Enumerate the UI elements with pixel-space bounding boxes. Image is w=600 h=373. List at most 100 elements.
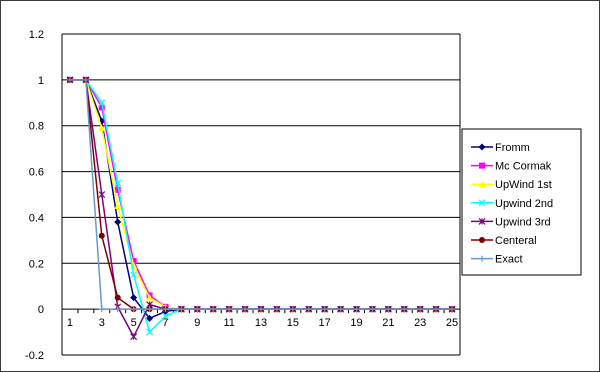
series-marker — [401, 306, 408, 313]
series-mc-cormak — [66, 76, 456, 313]
legend-label: Mc Cormak — [495, 161, 552, 173]
series-marker — [385, 306, 392, 313]
x-tick-label: 11 — [223, 317, 234, 329]
series-marker — [98, 99, 106, 107]
y-tick-label: 0.4 — [29, 212, 44, 224]
series-marker — [369, 306, 376, 313]
series-fromm — [66, 76, 456, 322]
series-marker — [130, 333, 138, 341]
series-marker — [114, 218, 122, 226]
x-tick-label: 3 — [99, 317, 105, 329]
x-tick-label: 13 — [255, 317, 267, 329]
x-tick-label: 17 — [319, 317, 331, 329]
series-marker — [479, 255, 485, 262]
gridlines — [62, 33, 460, 356]
series-marker — [98, 232, 105, 239]
series-marker — [114, 186, 121, 193]
axes: -0.200.20.40.60.811.21 3 5 7 9 11 13 15 17 19 21 23… — [25, 29, 461, 362]
y-tick-label: 1.2 — [29, 29, 44, 41]
series-marker — [210, 306, 217, 313]
y-tick-label: 0.8 — [29, 121, 44, 133]
series-marker — [114, 202, 122, 209]
x-tick-label: 1 — [67, 317, 73, 329]
series-marker — [242, 306, 249, 313]
y-tick-label: 1 — [38, 75, 44, 87]
series-marker — [478, 143, 486, 151]
legend-label: Upwind 2nd — [495, 198, 553, 210]
legend-item: Centeral — [471, 235, 537, 247]
series-marker — [114, 179, 122, 187]
series-marker — [130, 294, 138, 302]
series-marker — [98, 124, 106, 132]
series-marker — [321, 306, 328, 313]
series-marker — [98, 191, 106, 198]
series-lines — [66, 76, 456, 341]
series-marker — [114, 294, 121, 301]
series-centeral — [66, 76, 456, 313]
series-marker — [194, 306, 201, 313]
x-tick-label: 9 — [194, 317, 200, 329]
series-marker — [146, 328, 153, 336]
series-marker — [146, 314, 154, 322]
series-exact — [66, 76, 456, 313]
series-marker — [162, 312, 169, 320]
series-marker — [479, 237, 485, 243]
series-marker — [337, 306, 344, 313]
x-tick-label: 5 — [131, 317, 137, 329]
series-marker — [417, 306, 424, 313]
legend-item: Exact — [471, 254, 523, 266]
series-marker — [353, 306, 360, 313]
series-line — [69, 79, 453, 334]
legend-label: Exact — [495, 254, 523, 266]
legend-item: Fromm — [471, 142, 530, 154]
legend-item: Upwind 2nd — [471, 198, 553, 210]
series-marker — [82, 76, 89, 83]
series-marker — [479, 162, 485, 169]
series-marker — [130, 257, 137, 264]
series-line — [69, 79, 453, 310]
legend-item: UpWind 1st — [471, 179, 552, 191]
series-line — [69, 79, 453, 310]
series-marker — [478, 180, 486, 188]
x-tick-label: 19 — [350, 317, 362, 329]
y-tick-label: 0.2 — [29, 258, 44, 270]
x-tick-label: 23 — [414, 317, 426, 329]
series-line — [69, 79, 453, 310]
series-marker — [114, 306, 121, 313]
legend-label: UpWind 1st — [495, 179, 552, 191]
y-tick-label: 0.6 — [29, 167, 44, 179]
series-marker — [478, 217, 486, 225]
series-marker — [226, 306, 233, 313]
series-upwind-3rd — [66, 76, 456, 341]
series-marker — [146, 306, 153, 313]
series-marker — [162, 306, 169, 313]
series-marker — [433, 306, 440, 313]
series-marker — [178, 306, 185, 313]
legend: Fromm Mc Cormak UpWind 1st Upwind 2nd Upwind… — [461, 128, 582, 276]
series-marker — [449, 306, 456, 313]
x-tick-label: 21 — [382, 317, 394, 329]
series-marker — [478, 199, 486, 207]
legend-label: Fromm — [495, 142, 530, 154]
x-tick-label: 7 — [162, 317, 168, 329]
legend-item: Upwind 3rd — [471, 216, 551, 228]
series-upwind-2nd — [66, 76, 456, 336]
x-tick-label: 15 — [287, 317, 299, 329]
series-line — [69, 79, 453, 339]
series-marker — [305, 306, 312, 313]
x-tick-label: 25 — [446, 317, 458, 329]
series-marker — [98, 306, 105, 313]
series-line — [69, 79, 453, 310]
series-marker — [146, 294, 154, 301]
series-marker — [289, 306, 296, 313]
legend-label: Upwind 3rd — [495, 216, 551, 228]
y-tick-label: -0.2 — [25, 350, 44, 362]
legend-item: Mc Cormak — [471, 161, 552, 173]
series-upwind-1st — [66, 76, 456, 313]
series-marker — [273, 306, 280, 313]
series-line — [69, 79, 453, 320]
series-marker — [130, 271, 138, 279]
series-marker — [66, 76, 73, 83]
